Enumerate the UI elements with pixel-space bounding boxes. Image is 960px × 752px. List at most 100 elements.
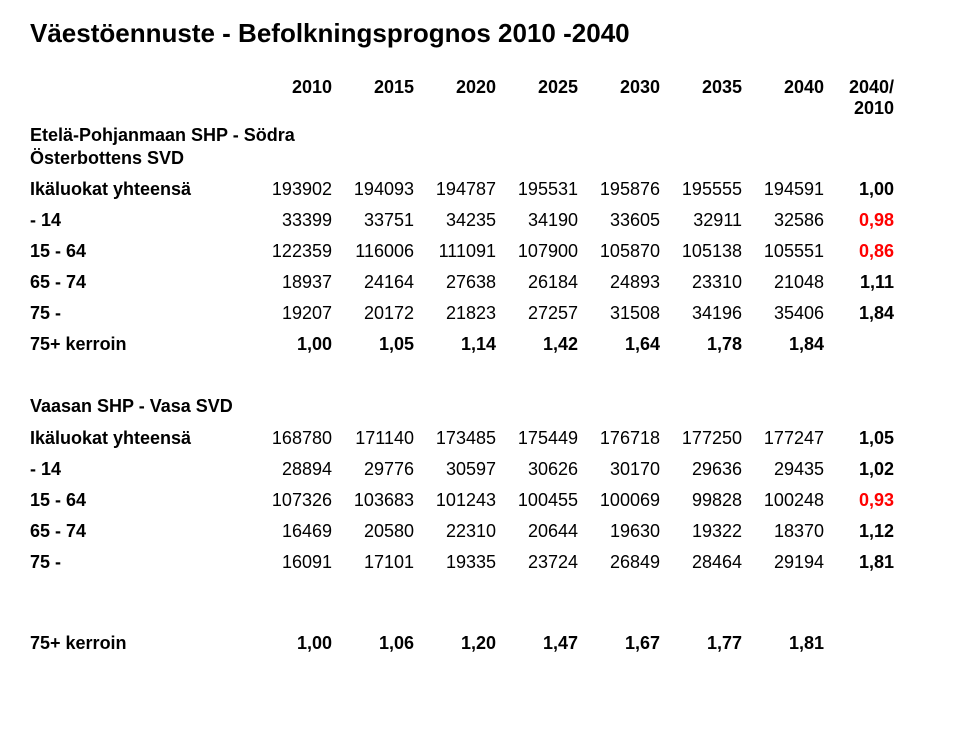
row-label: 75 - <box>30 552 250 573</box>
row-label: - 14 <box>30 210 250 231</box>
spacer <box>30 573 930 623</box>
cell-value: 19207 <box>250 303 332 324</box>
cell-value: 17101 <box>332 552 414 573</box>
cell-value: 194787 <box>414 179 496 200</box>
table-row: Ikäluokat yhteensä1687801711401734851754… <box>30 428 930 449</box>
cell-value: 30170 <box>578 459 660 480</box>
header-ratio: 2040/ 2010 <box>824 77 894 118</box>
cell-ratio: 1,84 <box>824 303 894 324</box>
section-title: Etelä-Pohjanmaan SHP - SödraÖsterbottens… <box>30 124 930 169</box>
cell-value: 34235 <box>414 210 496 231</box>
cell-value: 28464 <box>660 552 742 573</box>
kerroin-value: 1,81 <box>742 633 824 654</box>
cell-value: 20172 <box>332 303 414 324</box>
cell-value: 29776 <box>332 459 414 480</box>
cell-value: 33751 <box>332 210 414 231</box>
table-row: 15 - 64107326103683101243100455100069998… <box>30 490 930 511</box>
row-label: 15 - 64 <box>30 241 250 262</box>
cell-ratio: 0,93 <box>824 490 894 511</box>
cell-ratio: 1,05 <box>824 428 894 449</box>
table-header-row: 2010 2015 2020 2025 2030 2035 2040 2040/… <box>30 77 930 118</box>
kerroin-value: 1,64 <box>578 334 660 355</box>
cell-value: 19630 <box>578 521 660 542</box>
sections-container: Etelä-Pohjanmaan SHP - SödraÖsterbottens… <box>30 124 930 654</box>
cell-value: 168780 <box>250 428 332 449</box>
row-label: 75 - <box>30 303 250 324</box>
header-ratio-bottom: 2010 <box>824 98 894 119</box>
kerroin-value: 1,67 <box>578 633 660 654</box>
cell-value: 21823 <box>414 303 496 324</box>
kerroin-value: 1,00 <box>250 334 332 355</box>
cell-ratio: 0,86 <box>824 241 894 262</box>
cell-value: 122359 <box>250 241 332 262</box>
cell-value: 23310 <box>660 272 742 293</box>
cell-value: 194591 <box>742 179 824 200</box>
kerroin-label: 75+ kerroin <box>30 334 250 355</box>
kerroin-value: 1,20 <box>414 633 496 654</box>
page: Väestöennuste - Befolkningsprognos 2010 … <box>0 0 960 684</box>
row-label: 65 - 74 <box>30 521 250 542</box>
row-label: 15 - 64 <box>30 490 250 511</box>
cell-value: 26849 <box>578 552 660 573</box>
cell-value: 105138 <box>660 241 742 262</box>
cell-value: 21048 <box>742 272 824 293</box>
cell-value: 175449 <box>496 428 578 449</box>
header-year: 2015 <box>332 77 414 98</box>
kerroin-value: 1,78 <box>660 334 742 355</box>
kerroin-value: 1,14 <box>414 334 496 355</box>
cell-value: 19335 <box>414 552 496 573</box>
kerroin-row: 75+ kerroin1,001,051,141,421,641,781,84 <box>30 334 930 355</box>
kerroin-value: 1,42 <box>496 334 578 355</box>
table-row: 15 - 64122359116006111091107900105870105… <box>30 241 930 262</box>
cell-value: 20580 <box>332 521 414 542</box>
cell-value: 193902 <box>250 179 332 200</box>
cell-value: 116006 <box>332 241 414 262</box>
cell-value: 30626 <box>496 459 578 480</box>
cell-value: 100069 <box>578 490 660 511</box>
cell-value: 195531 <box>496 179 578 200</box>
header-year: 2025 <box>496 77 578 98</box>
row-label: 65 - 74 <box>30 272 250 293</box>
header-year: 2020 <box>414 77 496 98</box>
cell-value: 33399 <box>250 210 332 231</box>
header-year: 2010 <box>250 77 332 98</box>
cell-value: 29194 <box>742 552 824 573</box>
cell-value: 23724 <box>496 552 578 573</box>
cell-value: 194093 <box>332 179 414 200</box>
kerroin-value: 1,47 <box>496 633 578 654</box>
section-title-line: Österbottens SVD <box>30 147 930 170</box>
cell-value: 105870 <box>578 241 660 262</box>
cell-ratio: 1,81 <box>824 552 894 573</box>
cell-ratio: 0,98 <box>824 210 894 231</box>
table-row: Ikäluokat yhteensä1939021940931947871955… <box>30 179 930 200</box>
kerroin-value: 1,84 <box>742 334 824 355</box>
kerroin-label: 75+ kerroin <box>30 633 250 654</box>
kerroin-value: 1,77 <box>660 633 742 654</box>
page-title: Väestöennuste - Befolkningsprognos 2010 … <box>30 18 930 49</box>
row-label: Ikäluokat yhteensä <box>30 179 250 200</box>
cell-value: 177250 <box>660 428 742 449</box>
section-title-line: Vaasan SHP - Vasa SVD <box>30 395 930 418</box>
cell-value: 32911 <box>660 210 742 231</box>
cell-value: 26184 <box>496 272 578 293</box>
cell-value: 24164 <box>332 272 414 293</box>
table-row: 65 - 74164692058022310206441963019322183… <box>30 521 930 542</box>
cell-value: 22310 <box>414 521 496 542</box>
row-label: Ikäluokat yhteensä <box>30 428 250 449</box>
table-row: 75 -192072017221823272573150834196354061… <box>30 303 930 324</box>
header-year: 2040 <box>742 77 824 98</box>
cell-value: 34196 <box>660 303 742 324</box>
cell-ratio: 1,11 <box>824 272 894 293</box>
cell-value: 24893 <box>578 272 660 293</box>
table-row: 75 -160911710119335237242684928464291941… <box>30 552 930 573</box>
cell-value: 27638 <box>414 272 496 293</box>
cell-value: 32586 <box>742 210 824 231</box>
cell-value: 18370 <box>742 521 824 542</box>
cell-value: 34190 <box>496 210 578 231</box>
cell-value: 33605 <box>578 210 660 231</box>
cell-ratio: 1,00 <box>824 179 894 200</box>
cell-value: 107326 <box>250 490 332 511</box>
kerroin-value: 1,00 <box>250 633 332 654</box>
cell-value: 173485 <box>414 428 496 449</box>
cell-value: 195876 <box>578 179 660 200</box>
